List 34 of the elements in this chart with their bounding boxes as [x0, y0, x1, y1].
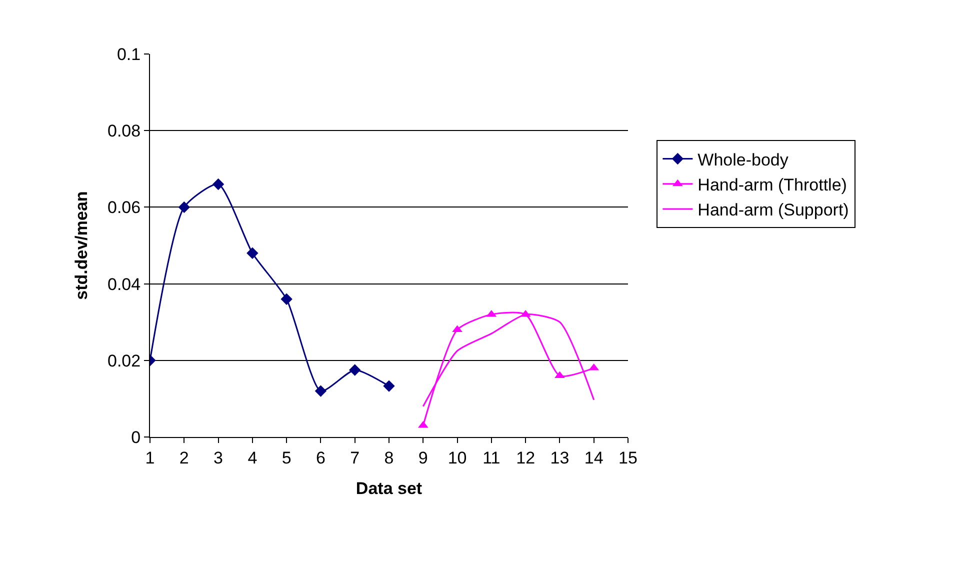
legend-label: Hand-arm (Support): [698, 200, 849, 220]
point: [178, 201, 190, 214]
point: [280, 293, 292, 305]
y-axis-title: std.dev/mean: [72, 191, 92, 300]
y-tick-label: 0.1: [116, 44, 141, 64]
x-axis-title: Data set: [356, 478, 422, 498]
x-tick-label: 15: [618, 448, 638, 468]
x-tick-label: 8: [384, 448, 394, 468]
y-tick-label: 0: [131, 428, 141, 447]
y-tick-label: 0.08: [108, 122, 141, 141]
point: [246, 247, 258, 260]
point: [212, 178, 224, 190]
x-tick-label: 5: [282, 448, 292, 468]
x-tick-label: 1: [145, 448, 155, 468]
x-tick-label: 4: [248, 448, 258, 468]
x-tick-label: 6: [316, 448, 326, 468]
x-tick-label: 10: [448, 448, 467, 468]
x-tick-label: 14: [584, 448, 604, 468]
legend-label: Whole-body: [698, 150, 789, 170]
y-tick-label: 0.02: [108, 351, 141, 370]
x-tick-label: 7: [350, 448, 360, 468]
x-tick-label: 3: [214, 448, 224, 468]
x-tick-label: 11: [482, 448, 500, 468]
x-tick-label: 12: [516, 448, 536, 468]
x-tick-label: 13: [550, 448, 570, 468]
y-tick-label: 0.04: [108, 274, 141, 294]
point: [383, 380, 395, 392]
legend-label: Hand-arm (Throttle): [698, 176, 847, 194]
x-tick-label: 9: [418, 448, 428, 468]
point: [349, 364, 361, 376]
y-tick-label: 0.06: [108, 198, 141, 218]
point: [314, 385, 327, 397]
x-tick-label: 2: [179, 448, 189, 468]
point: [452, 325, 462, 332]
